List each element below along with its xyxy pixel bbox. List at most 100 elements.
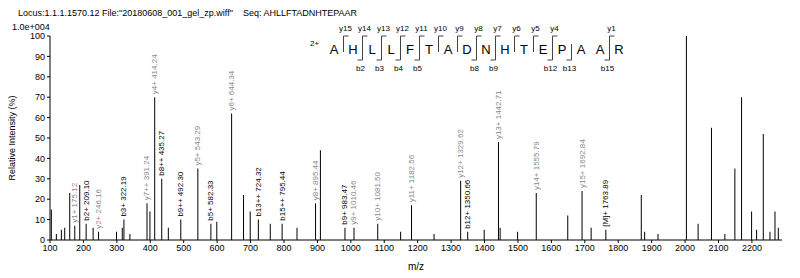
svg-text:A: A [444, 42, 453, 57]
svg-text:40: 40 [35, 154, 45, 164]
svg-text:1800: 1800 [608, 243, 628, 253]
svg-text:b3: b3 [375, 64, 384, 73]
svg-text:b8: b8 [470, 64, 479, 73]
svg-text:y11+ 1182.56: y11+ 1182.56 [407, 154, 416, 202]
svg-text:b5: b5 [413, 64, 422, 73]
svg-text:1400: 1400 [475, 243, 495, 253]
svg-text:F: F [406, 42, 414, 57]
svg-text:1500: 1500 [508, 243, 528, 253]
svg-text:y4+ 414.24: y4+ 414.24 [150, 54, 159, 94]
svg-text:30: 30 [35, 174, 45, 184]
svg-text:50: 50 [35, 133, 45, 143]
svg-text:b15: b15 [601, 64, 615, 73]
svg-text:1100: 1100 [375, 243, 394, 253]
svg-text:1300: 1300 [441, 243, 461, 253]
svg-text:b12: b12 [544, 64, 558, 73]
svg-text:y12: y12 [396, 24, 409, 33]
svg-text:A: A [577, 42, 586, 57]
svg-text:b9: b9 [489, 64, 498, 73]
svg-text:E: E [539, 42, 548, 57]
svg-text:P: P [558, 42, 567, 57]
svg-text:y4: y4 [550, 24, 559, 33]
svg-text:H: H [500, 42, 509, 57]
svg-text:b15++ 795.44: b15++ 795.44 [278, 171, 287, 221]
svg-text:y14+ 1555.79: y14+ 1555.79 [532, 141, 541, 190]
svg-text:[M]+ 1763.89: [M]+ 1763.89 [601, 179, 610, 226]
svg-text:b4: b4 [394, 64, 403, 73]
svg-text:b5+ 582.33: b5+ 582.33 [206, 180, 215, 221]
svg-text:10: 10 [35, 215, 45, 225]
svg-text:y10+ 1081.50: y10+ 1081.50 [373, 171, 382, 220]
svg-text:100: 100 [30, 31, 45, 41]
svg-text:70: 70 [35, 92, 45, 102]
svg-text:1200: 1200 [408, 243, 428, 253]
svg-text:b13++ 724.32: b13++ 724.32 [254, 167, 263, 217]
svg-text:R: R [614, 42, 623, 57]
svg-text:D: D [462, 42, 471, 57]
svg-text:700: 700 [243, 243, 258, 253]
svg-text:800: 800 [276, 243, 291, 253]
svg-text:y9: y9 [455, 24, 464, 33]
svg-text:b2+ 209.10: b2+ 209.10 [82, 180, 91, 221]
svg-text:b2: b2 [356, 64, 365, 73]
svg-text:0: 0 [40, 235, 45, 245]
svg-text:b12+ 1350.66: b12+ 1350.66 [463, 179, 472, 229]
svg-text:y13: y13 [377, 24, 390, 33]
svg-text:1600: 1600 [541, 243, 561, 253]
svg-text:T: T [425, 42, 433, 57]
svg-text:N: N [481, 42, 490, 57]
svg-text:60: 60 [35, 113, 45, 123]
svg-text:b9+ 983.47: b9+ 983.47 [340, 184, 349, 225]
svg-text:y15+ 1692.84: y15+ 1692.84 [578, 139, 587, 188]
svg-text:y14: y14 [358, 24, 371, 33]
svg-text:2200: 2200 [742, 243, 762, 253]
svg-text:2100: 2100 [708, 243, 728, 253]
svg-text:500: 500 [176, 243, 191, 253]
svg-text:y6: y6 [512, 24, 521, 33]
svg-text:y7++ 391.24: y7++ 391.24 [143, 155, 152, 200]
svg-text:80: 80 [35, 72, 45, 82]
svg-text:y10: y10 [434, 24, 447, 33]
svg-text:600: 600 [210, 243, 225, 253]
svg-text:A: A [330, 42, 339, 57]
svg-text:900: 900 [310, 243, 325, 253]
svg-text:90: 90 [35, 52, 45, 62]
svg-text:300: 300 [109, 243, 124, 253]
svg-text:A: A [596, 42, 605, 57]
svg-text:y1+ 175.12: y1+ 175.12 [70, 182, 79, 222]
svg-text:m/z: m/z [408, 261, 424, 270]
svg-text:L: L [368, 42, 375, 57]
svg-text:L: L [387, 42, 394, 57]
svg-text:200: 200 [76, 243, 91, 253]
svg-text:b13: b13 [563, 64, 577, 73]
svg-text:1900: 1900 [642, 243, 662, 253]
svg-text:2000: 2000 [675, 243, 695, 253]
svg-text:y2+ 246.16: y2+ 246.16 [94, 188, 103, 228]
html-text:Locus:1.1.1.1570.12 File:"2018: Locus:1.1.1.1570.12 File:"20180608_001_g… [18, 8, 358, 18]
svg-text:y13+ 1442.71: y13+ 1442.71 [494, 90, 503, 139]
svg-text:b3+ 322.19: b3+ 322.19 [119, 176, 128, 217]
svg-text:y9+ 1010.46: y9+ 1010.46 [349, 180, 358, 225]
svg-text:Relative Intensity (%): Relative Intensity (%) [8, 95, 17, 180]
svg-text:1700: 1700 [575, 243, 595, 253]
svg-text:T: T [520, 42, 528, 57]
svg-text:400: 400 [143, 243, 158, 253]
svg-text:y6+ 644.34: y6+ 644.34 [227, 70, 236, 110]
svg-text:y1: y1 [607, 24, 616, 33]
svg-text:2+: 2+ [310, 39, 319, 48]
svg-text:y8: y8 [474, 24, 483, 33]
svg-text:y5: y5 [531, 24, 540, 33]
svg-text:100: 100 [42, 243, 58, 254]
html-text:1.0e+004: 1.0e+004 [12, 22, 50, 32]
svg-text:y11: y11 [415, 24, 428, 33]
svg-text:b9++ 492.30: b9++ 492.30 [176, 171, 185, 216]
svg-text:b8++ 435.27: b8++ 435.27 [157, 130, 166, 175]
svg-text:y5+ 543.29: y5+ 543.29 [193, 125, 202, 165]
svg-text:y12+ 1329.62: y12+ 1329.62 [456, 129, 465, 178]
svg-text:y15: y15 [339, 24, 352, 33]
svg-text:y7: y7 [493, 24, 502, 33]
svg-text:y8+ 895.44: y8+ 895.44 [311, 160, 320, 200]
svg-text:H: H [348, 42, 357, 57]
svg-text:1000: 1000 [341, 243, 361, 253]
svg-text:20: 20 [35, 194, 45, 204]
